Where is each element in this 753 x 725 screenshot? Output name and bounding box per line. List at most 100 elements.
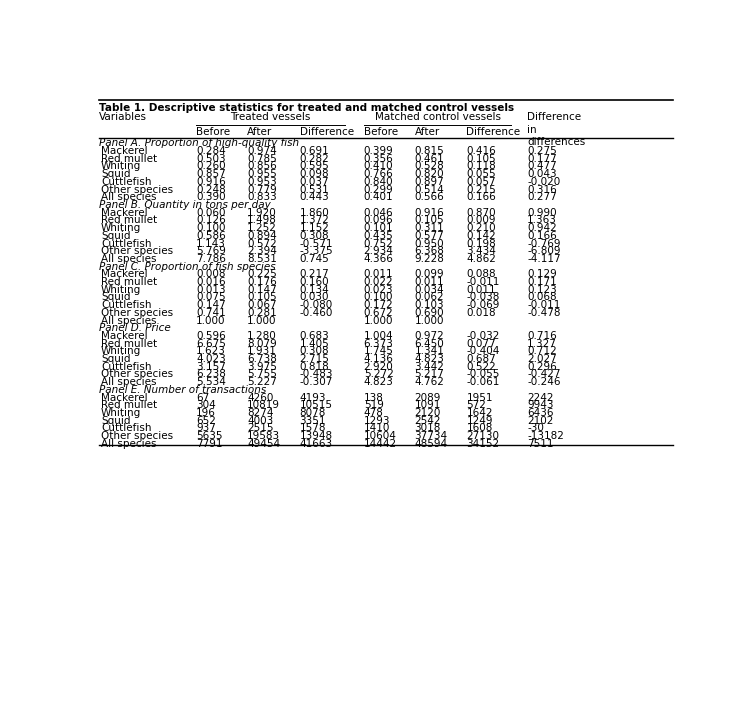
Text: Panel E. Number of transactions: Panel E. Number of transactions — [99, 385, 266, 395]
Text: 1.252: 1.252 — [247, 223, 277, 233]
Text: 0.752: 0.752 — [364, 239, 394, 249]
Text: -0.080: -0.080 — [300, 300, 333, 310]
Text: Whiting: Whiting — [101, 285, 142, 295]
Text: 0.046: 0.046 — [364, 207, 393, 218]
Text: -6.809: -6.809 — [527, 247, 561, 256]
Text: 10604: 10604 — [364, 431, 397, 441]
Text: 0.034: 0.034 — [414, 285, 444, 295]
Text: 0.399: 0.399 — [364, 146, 394, 156]
Text: 2.394: 2.394 — [247, 247, 277, 256]
Text: 0.683: 0.683 — [300, 331, 329, 341]
Text: 0.410: 0.410 — [364, 162, 393, 172]
Text: 0.105: 0.105 — [247, 292, 276, 302]
Text: -0.061: -0.061 — [466, 377, 500, 387]
Text: 0.284: 0.284 — [197, 146, 226, 156]
Text: Panel A. Proportion of high-quality fish: Panel A. Proportion of high-quality fish — [99, 138, 299, 149]
Text: 0.075: 0.075 — [197, 292, 226, 302]
Text: 0.503: 0.503 — [197, 154, 226, 164]
Text: 937: 937 — [197, 423, 216, 434]
Text: Other species: Other species — [101, 370, 173, 379]
Text: 0.356: 0.356 — [364, 154, 394, 164]
Text: -0.478: -0.478 — [527, 308, 561, 318]
Text: -0.483: -0.483 — [300, 370, 333, 379]
Text: 5.217: 5.217 — [414, 370, 444, 379]
Text: 0.011: 0.011 — [364, 269, 393, 279]
Text: 4.823: 4.823 — [364, 377, 394, 387]
Text: 0.217: 0.217 — [300, 269, 329, 279]
Text: Red mullet: Red mullet — [101, 400, 157, 410]
Text: Whiting: Whiting — [101, 347, 142, 357]
Text: 0.950: 0.950 — [414, 239, 444, 249]
Text: 6.373: 6.373 — [364, 339, 394, 349]
Text: 0.894: 0.894 — [247, 231, 277, 241]
Text: 2120: 2120 — [414, 408, 441, 418]
Text: 1.000: 1.000 — [414, 315, 444, 326]
Text: 3.442: 3.442 — [414, 362, 444, 372]
Text: 6.675: 6.675 — [197, 339, 226, 349]
Text: 0.870: 0.870 — [466, 207, 496, 218]
Text: -0.069: -0.069 — [466, 300, 500, 310]
Text: 19583: 19583 — [247, 431, 280, 441]
Text: 1.498: 1.498 — [247, 215, 277, 225]
Text: 1.920: 1.920 — [247, 207, 277, 218]
Text: 2102: 2102 — [527, 415, 553, 426]
Text: -30: -30 — [527, 423, 544, 434]
Text: 0.990: 0.990 — [527, 207, 556, 218]
Text: 0.023: 0.023 — [364, 285, 393, 295]
Text: 0.596: 0.596 — [197, 331, 226, 341]
Text: 1.745: 1.745 — [364, 347, 394, 357]
Text: 5.534: 5.534 — [197, 377, 226, 387]
Text: 0.103: 0.103 — [414, 300, 444, 310]
Text: 67: 67 — [197, 392, 209, 402]
Text: 0.766: 0.766 — [364, 169, 394, 179]
Text: 8078: 8078 — [300, 408, 326, 418]
Text: 1.000: 1.000 — [247, 315, 276, 326]
Text: 0.009: 0.009 — [466, 215, 496, 225]
Text: Red mullet: Red mullet — [101, 154, 157, 164]
Text: 1951: 1951 — [466, 392, 493, 402]
Text: Variables: Variables — [99, 112, 147, 122]
Text: 0.916: 0.916 — [414, 207, 444, 218]
Text: 478: 478 — [364, 408, 383, 418]
Text: Mackerel: Mackerel — [101, 392, 148, 402]
Text: 10515: 10515 — [300, 400, 333, 410]
Text: -0.769: -0.769 — [527, 239, 561, 249]
Text: 0.062: 0.062 — [414, 292, 444, 302]
Text: 5635: 5635 — [197, 431, 223, 441]
Text: Panel B. Quantity in tons per day: Panel B. Quantity in tons per day — [99, 200, 270, 210]
Text: 0.296: 0.296 — [527, 362, 557, 372]
Text: 519: 519 — [364, 400, 383, 410]
Text: 0.011: 0.011 — [414, 277, 444, 287]
Text: 41663: 41663 — [300, 439, 333, 449]
Text: 6.238: 6.238 — [197, 370, 226, 379]
Text: 27130: 27130 — [466, 431, 499, 441]
Text: 1293: 1293 — [364, 415, 390, 426]
Text: 1.143: 1.143 — [197, 239, 226, 249]
Text: 0.390: 0.390 — [197, 192, 226, 202]
Text: 0.461: 0.461 — [414, 154, 444, 164]
Text: 2242: 2242 — [527, 392, 553, 402]
Text: 0.088: 0.088 — [466, 269, 496, 279]
Text: 0.100: 0.100 — [197, 223, 226, 233]
Text: 0.215: 0.215 — [466, 185, 496, 194]
Text: 1578: 1578 — [300, 423, 326, 434]
Text: 0.741: 0.741 — [197, 308, 226, 318]
Text: Mackerel: Mackerel — [101, 269, 148, 279]
Text: 1.327: 1.327 — [527, 339, 557, 349]
Text: 0.477: 0.477 — [527, 162, 557, 172]
Text: 0.177: 0.177 — [527, 154, 557, 164]
Text: 0.435: 0.435 — [364, 231, 394, 241]
Text: -0.011: -0.011 — [466, 277, 500, 287]
Text: 0.972: 0.972 — [414, 331, 444, 341]
Text: 5.769: 5.769 — [197, 247, 226, 256]
Text: 1.931: 1.931 — [247, 347, 277, 357]
Text: Squid: Squid — [101, 292, 130, 302]
Text: 0.057: 0.057 — [466, 177, 496, 187]
Text: 0.068: 0.068 — [527, 292, 556, 302]
Text: All species: All species — [101, 315, 157, 326]
Text: Other species: Other species — [101, 185, 173, 194]
Text: Difference: Difference — [466, 127, 520, 137]
Text: -0.246: -0.246 — [527, 377, 561, 387]
Text: 1410: 1410 — [364, 423, 390, 434]
Text: 0.785: 0.785 — [247, 154, 277, 164]
